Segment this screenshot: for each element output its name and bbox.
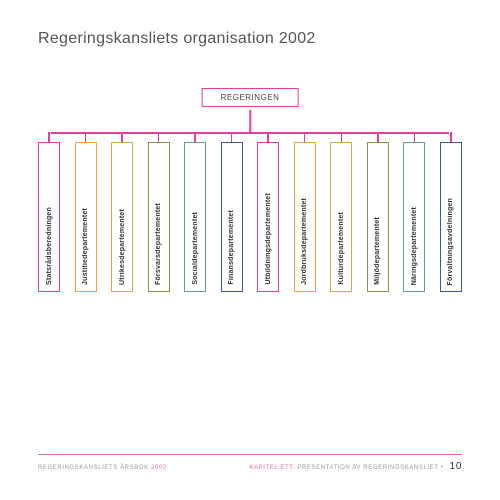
footer-year: 2002 bbox=[151, 465, 167, 471]
org-dept-box: Utrikesdepartementet bbox=[111, 142, 133, 292]
org-dept-box: Försvarsdepartementet bbox=[148, 142, 170, 292]
org-dept-label: Jordbruksdepartementet bbox=[301, 198, 308, 285]
footer-right: KAPITEL ETT. PRESENTATION AV REGERINGSKA… bbox=[249, 461, 462, 472]
org-dept-connector bbox=[341, 132, 343, 142]
footer-line: REGERINGSKANSLIETS ÅRSBOK 2002 KAPITEL E… bbox=[38, 461, 462, 472]
org-dept-box: Justitiedepartementet bbox=[75, 142, 97, 292]
org-dept-box: Förvaltningsavdelningen bbox=[440, 142, 462, 292]
org-dept: Kulturdepartementet bbox=[330, 132, 352, 292]
org-dept: Statsrådsberedningen bbox=[38, 132, 60, 292]
page: Regeringskansliets organisation 2002 REG… bbox=[0, 0, 500, 348]
org-dept-connector bbox=[85, 132, 87, 142]
org-dept-connector bbox=[414, 132, 416, 142]
org-dept: Försvarsdepartementet bbox=[148, 132, 170, 292]
org-dept-connector bbox=[121, 132, 123, 142]
org-dept: Näringsdepartementet bbox=[403, 132, 425, 292]
org-dept-connector bbox=[267, 132, 269, 142]
footer-left-text: REGERINGSKANSLIETS ÅRSBOK bbox=[38, 465, 149, 471]
footer-rule bbox=[38, 454, 462, 455]
org-dept: Justitiedepartementet bbox=[75, 132, 97, 292]
org-dept-connector bbox=[304, 132, 306, 142]
org-dept-connector bbox=[48, 132, 50, 142]
org-dept-row: Statsrådsberedningen Justitiedepartemente… bbox=[38, 132, 462, 292]
org-dept-connector bbox=[450, 132, 452, 142]
org-dept-label: Förvaltningsavdelningen bbox=[447, 198, 454, 285]
org-dept-label: Näringsdepartementet bbox=[411, 207, 418, 285]
org-dept-label: Försvarsdepartementet bbox=[155, 203, 162, 285]
org-dept-box: Utbildningsdepartementet bbox=[257, 142, 279, 292]
org-root-box: REGERINGEN bbox=[202, 88, 299, 107]
org-dept: Utbildningsdepartementet bbox=[257, 132, 279, 292]
org-dept: Socialdepartementet bbox=[184, 132, 206, 292]
org-dept-label: Utbildningsdepartementet bbox=[265, 193, 272, 285]
org-dept-box: Miljödepartementet bbox=[367, 142, 389, 292]
org-dept-connector bbox=[231, 132, 233, 142]
footer-chapter: KAPITEL ETT. bbox=[249, 465, 295, 471]
org-dept-box: Finansdepartementet bbox=[221, 142, 243, 292]
org-dept: Utrikesdepartementet bbox=[111, 132, 133, 292]
org-dept-label: Finansdepartementet bbox=[228, 210, 235, 285]
org-dept-label: Kulturdepartementet bbox=[338, 212, 345, 285]
org-dept-box: Näringsdepartementet bbox=[403, 142, 425, 292]
org-dept: Jordbruksdepartementet bbox=[294, 132, 316, 292]
org-dept-box: Kulturdepartementet bbox=[330, 142, 352, 292]
org-dept-connector bbox=[158, 132, 160, 142]
org-dept: Förvaltningsavdelningen bbox=[440, 132, 462, 292]
footer: REGERINGSKANSLIETS ÅRSBOK 2002 KAPITEL E… bbox=[38, 454, 462, 472]
footer-left: REGERINGSKANSLIETS ÅRSBOK 2002 bbox=[38, 465, 167, 471]
footer-right-text: PRESENTATION AV REGERINGSKANSLIET • bbox=[297, 465, 443, 471]
org-dept-connector bbox=[194, 132, 196, 142]
org-dept-label: Utrikesdepartementet bbox=[119, 209, 126, 285]
org-dept-label: Justitiedepartementet bbox=[82, 208, 89, 285]
org-dept-connector bbox=[377, 132, 379, 142]
page-title: Regeringskansliets organisation 2002 bbox=[38, 30, 462, 48]
org-dept-label: Statsrådsberedningen bbox=[46, 207, 53, 285]
org-dept-box: Statsrådsberedningen bbox=[38, 142, 60, 292]
org-dept-box: Jordbruksdepartementet bbox=[294, 142, 316, 292]
org-dept-box: Socialdepartementet bbox=[184, 142, 206, 292]
org-dept: Miljödepartementet bbox=[367, 132, 389, 292]
org-stem bbox=[249, 110, 251, 132]
org-dept: Finansdepartementet bbox=[221, 132, 243, 292]
org-chart: REGERINGEN Statsrådsberedningen Justitied… bbox=[38, 88, 462, 348]
page-number: 10 bbox=[450, 461, 462, 472]
org-dept-label: Miljödepartementet bbox=[374, 217, 381, 285]
org-dept-label: Socialdepartementet bbox=[192, 212, 199, 285]
